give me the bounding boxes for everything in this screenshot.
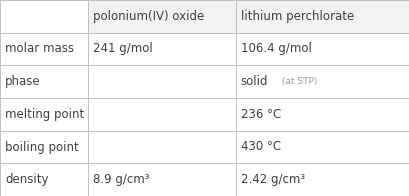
Bar [88,98,235,131]
Bar [235,98,409,131]
Text: boiling point: boiling point [5,141,79,153]
Bar [88,163,235,196]
Bar [88,0,235,33]
Text: 106.4 g/mol: 106.4 g/mol [240,43,311,55]
Bar [235,163,409,196]
Text: solid: solid [240,75,267,88]
Bar [88,131,235,163]
Text: molar mass: molar mass [5,43,74,55]
Bar [0,65,88,98]
Text: melting point: melting point [5,108,84,121]
Text: density: density [5,173,48,186]
Bar [88,33,235,65]
Bar [0,98,88,131]
Bar [0,163,88,196]
Text: 8.9 g/cm³: 8.9 g/cm³ [93,173,149,186]
Text: 430 °C: 430 °C [240,141,280,153]
Bar [235,131,409,163]
Text: lithium perchlorate: lithium perchlorate [240,10,353,23]
Text: 241 g/mol: 241 g/mol [93,43,153,55]
Text: 2.42 g/cm³: 2.42 g/cm³ [240,173,304,186]
Bar [235,0,409,33]
Bar [235,33,409,65]
Text: 236 °C: 236 °C [240,108,280,121]
Bar [0,131,88,163]
Bar [88,65,235,98]
Bar [0,0,88,33]
Bar [235,65,409,98]
Text: polonium(IV) oxide: polonium(IV) oxide [93,10,204,23]
Text: phase: phase [5,75,40,88]
Text: (at STP): (at STP) [279,77,317,86]
Bar [0,33,88,65]
